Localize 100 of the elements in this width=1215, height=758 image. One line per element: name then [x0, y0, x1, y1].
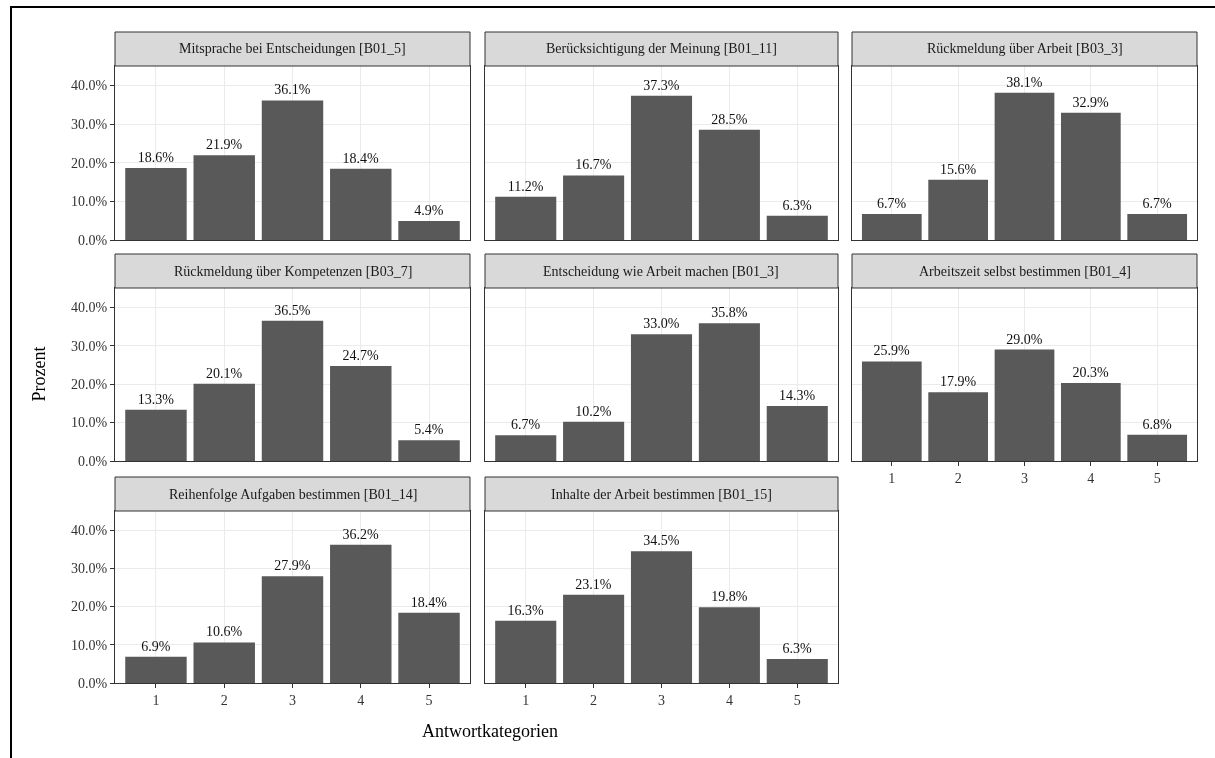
x-tick-label: 3	[658, 692, 665, 708]
x-tick-label: 1	[522, 692, 530, 708]
bar	[861, 361, 922, 461]
data-label: 37.3%	[643, 77, 680, 93]
bar	[1060, 382, 1121, 461]
bar	[495, 435, 557, 461]
bar	[330, 168, 392, 240]
x-tick-label: 4	[357, 692, 365, 708]
bar	[563, 421, 625, 461]
y-tick-label: 10.0%	[71, 637, 108, 653]
bar	[630, 95, 693, 240]
bar	[398, 612, 460, 683]
data-label: 6.7%	[510, 417, 541, 433]
chart-title: Inhalte der Arbeit bestimmen [B01_15]	[551, 487, 772, 502]
y-axis-title: Prozent	[28, 346, 49, 402]
x-tick-label: 2	[954, 470, 962, 486]
data-label: 13.3%	[137, 391, 175, 407]
bar	[193, 383, 255, 461]
y-tick-label: 40.0%	[71, 300, 108, 316]
x-tick-label: 4	[725, 692, 733, 708]
bar	[766, 658, 828, 683]
y-tick-label: 30.0%	[71, 116, 108, 132]
data-label: 10.2%	[575, 403, 612, 419]
y-tick-label: 40.0%	[71, 523, 108, 539]
data-label: 28.5%	[711, 111, 748, 127]
data-label: 33.0%	[643, 316, 680, 332]
data-label: 36.1%	[274, 82, 311, 98]
data-label: 6.7%	[1142, 196, 1172, 212]
x-tick-label: 1	[152, 692, 160, 708]
data-label: 32.9%	[1072, 94, 1110, 110]
data-label: 6.3%	[782, 197, 813, 213]
chart-title: Reihenfolge Aufgaben bestimmen [B01_14]	[169, 487, 418, 502]
data-label: 16.7%	[575, 157, 612, 173]
data-label: 25.9%	[873, 343, 911, 359]
data-label: 36.2%	[342, 526, 380, 542]
data-label: 18.4%	[410, 594, 448, 610]
y-tick-label: 20.0%	[71, 155, 108, 171]
data-label: 5.4%	[414, 422, 444, 438]
y-tick-label: 0.0%	[78, 232, 108, 248]
y-tick-label: 40.0%	[71, 78, 108, 94]
y-tick-label: 20.0%	[71, 599, 108, 615]
bar	[928, 179, 989, 240]
data-label: 16.3%	[507, 602, 544, 618]
data-label: 6.7%	[877, 196, 907, 212]
data-label: 23.1%	[575, 576, 612, 592]
bar	[698, 607, 760, 683]
data-label: 6.3%	[782, 640, 813, 656]
y-tick-label: 30.0%	[71, 561, 108, 577]
data-label: 29.0%	[1006, 331, 1043, 347]
x-tick-label: 4	[1087, 470, 1095, 486]
data-label: 20.1%	[205, 365, 243, 381]
data-label: 4.9%	[414, 203, 444, 219]
bar	[630, 551, 693, 683]
x-tick-label: 3	[1021, 470, 1028, 486]
x-axis-title: Antwortkategorien	[422, 721, 558, 741]
data-label: 20.3%	[1072, 364, 1110, 380]
bar	[563, 175, 625, 240]
bar	[766, 406, 828, 461]
data-label: 15.6%	[939, 161, 977, 177]
bar	[261, 320, 324, 461]
bar	[495, 196, 557, 240]
bar	[398, 440, 460, 461]
data-label: 27.9%	[274, 558, 311, 574]
bar	[330, 544, 392, 683]
y-tick-label: 10.0%	[71, 415, 108, 431]
bar	[330, 366, 392, 461]
data-label: 21.9%	[205, 137, 243, 153]
bar	[398, 221, 460, 240]
x-tick-label: 2	[590, 692, 598, 708]
bar	[698, 129, 760, 240]
bar	[928, 392, 989, 461]
data-label: 17.9%	[939, 374, 977, 390]
bar	[766, 215, 828, 240]
y-tick-label: 10.0%	[71, 194, 108, 210]
data-label: 36.5%	[274, 302, 311, 318]
bar	[125, 409, 187, 461]
bar	[1060, 112, 1121, 240]
bar	[698, 323, 760, 461]
bar	[994, 349, 1055, 461]
data-label: 34.5%	[643, 533, 680, 549]
y-tick-label: 0.0%	[78, 453, 108, 469]
data-label: 14.3%	[779, 388, 816, 404]
y-tick-label: 20.0%	[71, 377, 108, 393]
bar	[125, 656, 187, 683]
x-tick-label: 5	[425, 692, 433, 708]
chart-title: Rückmeldung über Arbeit [B03_3]	[927, 41, 1123, 56]
chart-title: Entscheidung wie Arbeit machen [B01_3]	[543, 264, 779, 279]
x-tick-label: 3	[289, 692, 296, 708]
data-label: 38.1%	[1006, 74, 1043, 90]
data-label: 6.9%	[141, 638, 171, 654]
x-tick-label: 1	[888, 470, 896, 486]
data-label: 6.8%	[1142, 416, 1172, 432]
data-label: 18.6%	[137, 150, 175, 166]
bar	[193, 642, 255, 683]
data-label: 19.8%	[711, 589, 748, 605]
data-label: 24.7%	[342, 348, 380, 364]
bar	[861, 214, 922, 240]
data-label: 18.4%	[342, 150, 380, 166]
bar	[1127, 434, 1188, 461]
chart-title: Rückmeldung über Kompetenzen [B03_7]	[174, 264, 413, 279]
